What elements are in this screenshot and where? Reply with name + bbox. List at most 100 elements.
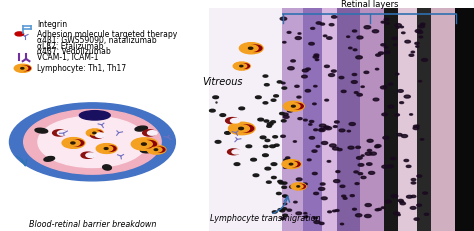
Circle shape: [27, 66, 29, 67]
Circle shape: [395, 73, 399, 75]
Circle shape: [295, 109, 298, 110]
Circle shape: [132, 143, 135, 145]
Circle shape: [376, 54, 381, 56]
Circle shape: [162, 147, 164, 148]
Circle shape: [151, 147, 162, 152]
Circle shape: [419, 25, 425, 28]
Circle shape: [232, 150, 241, 154]
Ellipse shape: [35, 128, 48, 133]
Circle shape: [100, 146, 113, 151]
Circle shape: [278, 180, 283, 182]
Circle shape: [381, 86, 387, 89]
Circle shape: [370, 152, 376, 155]
Circle shape: [265, 167, 271, 170]
Circle shape: [414, 218, 419, 220]
Circle shape: [20, 65, 21, 66]
Circle shape: [395, 24, 401, 27]
Circle shape: [163, 149, 165, 150]
Circle shape: [272, 211, 277, 213]
Circle shape: [234, 66, 236, 67]
Circle shape: [367, 149, 372, 152]
Circle shape: [288, 167, 290, 168]
Circle shape: [296, 178, 302, 181]
Circle shape: [375, 209, 379, 211]
Circle shape: [413, 125, 419, 128]
Circle shape: [248, 66, 250, 67]
Circle shape: [288, 160, 290, 161]
Circle shape: [417, 175, 422, 177]
Circle shape: [24, 71, 26, 72]
Circle shape: [356, 146, 360, 149]
Circle shape: [365, 152, 372, 155]
Circle shape: [293, 184, 294, 185]
Circle shape: [93, 132, 96, 134]
Circle shape: [298, 118, 302, 120]
Circle shape: [369, 171, 374, 174]
Ellipse shape: [135, 126, 147, 131]
Circle shape: [397, 214, 400, 216]
Circle shape: [244, 133, 246, 134]
Circle shape: [266, 181, 271, 183]
Circle shape: [300, 183, 301, 184]
Circle shape: [88, 134, 90, 135]
Circle shape: [273, 95, 278, 97]
Text: Integrin: Integrin: [37, 20, 67, 29]
Circle shape: [357, 94, 362, 96]
Circle shape: [364, 26, 371, 29]
Circle shape: [263, 154, 268, 157]
Circle shape: [320, 128, 324, 131]
Circle shape: [92, 136, 93, 137]
Circle shape: [249, 125, 252, 126]
Circle shape: [271, 99, 276, 101]
Circle shape: [314, 54, 319, 56]
Circle shape: [247, 52, 249, 53]
Circle shape: [417, 204, 421, 206]
Circle shape: [283, 42, 286, 43]
Circle shape: [294, 184, 303, 188]
FancyBboxPatch shape: [282, 8, 303, 231]
Circle shape: [75, 147, 77, 148]
Circle shape: [62, 138, 85, 148]
Circle shape: [282, 182, 287, 184]
Circle shape: [246, 145, 252, 148]
Circle shape: [215, 140, 221, 143]
Circle shape: [71, 142, 75, 144]
Circle shape: [289, 163, 293, 165]
Circle shape: [75, 138, 77, 139]
Circle shape: [18, 66, 27, 71]
Circle shape: [319, 129, 325, 132]
Circle shape: [387, 165, 393, 168]
Circle shape: [314, 129, 318, 131]
Circle shape: [158, 153, 160, 154]
Circle shape: [314, 85, 317, 87]
Circle shape: [297, 166, 299, 167]
Circle shape: [293, 141, 296, 142]
Circle shape: [365, 204, 371, 207]
Text: α4β7: Vedolizumab: α4β7: Vedolizumab: [37, 47, 111, 56]
Circle shape: [384, 46, 388, 48]
Circle shape: [242, 45, 245, 46]
Circle shape: [243, 69, 245, 70]
Circle shape: [287, 209, 292, 211]
Circle shape: [361, 155, 364, 156]
Circle shape: [382, 165, 388, 168]
Circle shape: [349, 47, 352, 49]
Circle shape: [143, 130, 156, 136]
Circle shape: [357, 36, 363, 39]
Circle shape: [375, 145, 381, 147]
Circle shape: [319, 222, 324, 225]
Circle shape: [339, 76, 344, 79]
Ellipse shape: [140, 149, 150, 153]
Circle shape: [348, 146, 354, 149]
Circle shape: [319, 187, 325, 190]
Circle shape: [294, 201, 297, 203]
Circle shape: [418, 31, 423, 33]
Circle shape: [303, 119, 307, 121]
Circle shape: [245, 45, 258, 52]
Circle shape: [237, 133, 240, 134]
Text: Vitreous: Vitreous: [202, 77, 243, 87]
Circle shape: [416, 125, 419, 127]
Circle shape: [292, 186, 293, 187]
Circle shape: [112, 150, 115, 151]
Circle shape: [108, 144, 110, 145]
